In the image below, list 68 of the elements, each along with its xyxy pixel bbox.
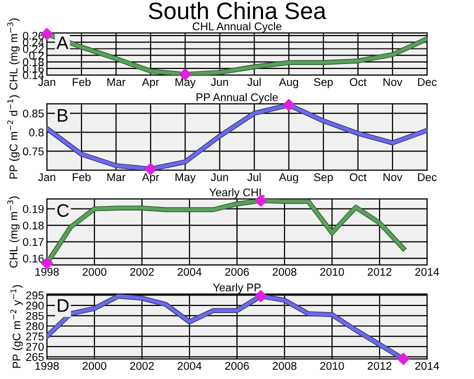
y-tick-label: 280	[26, 322, 44, 330]
y-tick-label: 0.17	[22, 238, 44, 246]
annotation: D	[58, 299, 69, 312]
x-tick-label: May	[176, 78, 196, 88]
chart-title: CHL Annual Cycle	[192, 22, 282, 32]
x-tick-label: 2004	[178, 268, 202, 276]
x-tick-label: 2002	[130, 268, 154, 276]
x-tick-label: Sep	[314, 173, 333, 184]
y-tick-label: 0.16	[22, 254, 44, 262]
x-tick-label: Feb	[72, 172, 91, 182]
x-tick-label: 2000	[82, 268, 106, 276]
annotation: B	[58, 109, 68, 122]
x-tick-label: 2014	[415, 268, 440, 276]
x-tick-label: 2010	[320, 362, 344, 370]
x-tick-label: 1998	[35, 362, 59, 370]
x-tick-label: May	[176, 173, 196, 184]
x-tick-label: 2002	[130, 362, 154, 370]
y-axis-title: CHL (mg m$^{−3}$)	[7, 18, 20, 90]
x-tick-label: Nov	[384, 173, 402, 182]
y-axis-title: PP (gC m$^{−2}$ d$^{−1}$)	[7, 95, 20, 179]
x-tick-label: 2008	[272, 268, 296, 276]
y-axis-title: CHL (mg m$^{−3}$)	[7, 196, 20, 268]
x-tick-label: Oct	[350, 78, 367, 86]
annotation: A	[56, 36, 68, 49]
x-tick-label: 2014	[415, 362, 440, 370]
x-tick-label: Apr	[142, 173, 160, 184]
y-tick-label: 265	[26, 353, 44, 361]
x-tick-label: 2006	[225, 362, 249, 370]
x-tick-label: Oct	[350, 173, 367, 182]
x-tick-label: Mar	[107, 78, 126, 86]
x-tick-label: 2006	[225, 268, 249, 276]
x-tick-label: Dec	[418, 173, 437, 182]
chart-title: Yearly PP	[213, 283, 261, 294]
y-tick-label: 0.75	[22, 147, 44, 156]
y-axis-title: PP (gC m$^{−2}$ y$^{−1}$)	[10, 285, 23, 368]
x-tick-label: Jan	[38, 78, 56, 86]
text: South China Sea	[148, 2, 326, 20]
y-tick-label: 0.8	[29, 128, 44, 136]
x-tick-label: 2010	[320, 268, 344, 276]
y-tick-label: 0.18	[22, 222, 44, 230]
y-tick-label: 275	[26, 332, 44, 340]
y-tick-label: 285	[26, 312, 44, 320]
x-tick-label: Apr	[142, 78, 160, 88]
annotation: C	[57, 204, 69, 217]
x-tick-label: Mar	[107, 173, 126, 182]
y-tick-label: 295	[26, 291, 44, 300]
x-tick-label: Aug	[278, 78, 298, 88]
x-tick-label: Aug	[278, 173, 298, 184]
x-tick-label: Sep	[314, 78, 333, 88]
chart-title: PP Annual Cycle	[196, 93, 278, 104]
x-tick-label: 2004	[178, 362, 202, 370]
y-tick-label: 0.85	[22, 110, 44, 118]
x-tick-label: 2000	[82, 362, 106, 370]
x-tick-label: Jan	[38, 173, 56, 182]
x-tick-label: 2008	[272, 362, 296, 370]
y-tick-label: 290	[26, 302, 44, 310]
x-tick-label: Jun	[210, 78, 228, 86]
x-tick-label: Dec	[418, 78, 437, 86]
x-tick-label: 1998	[35, 268, 59, 276]
y-tick-label: 0.19	[22, 205, 44, 213]
x-tick-label: Feb	[72, 78, 91, 86]
x-tick-label: Jul	[247, 172, 261, 182]
y-tick-label: 270	[26, 342, 44, 351]
x-tick-label: Jul	[247, 78, 261, 86]
x-tick-label: 2012	[368, 268, 392, 276]
x-tick-label: Jun	[210, 173, 228, 182]
x-tick-label: 2012	[368, 362, 392, 370]
x-tick-label: Nov	[384, 78, 402, 86]
